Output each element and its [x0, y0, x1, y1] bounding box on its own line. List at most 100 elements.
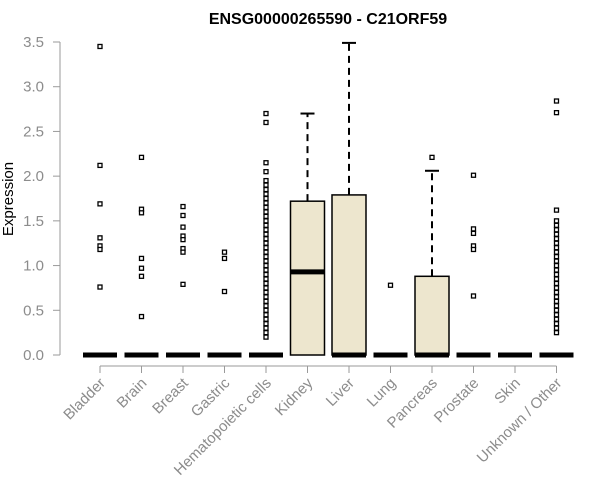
- outlier-point: [553, 294, 560, 300]
- outlier-point: [263, 276, 269, 282]
- outlier-point: [553, 267, 560, 273]
- outlier-point: [263, 249, 269, 255]
- box-group: [124, 154, 159, 358]
- outlier-point: [97, 201, 103, 207]
- y-tick-label: 1.0: [23, 258, 44, 275]
- outlier-point: [553, 325, 560, 331]
- outlier-point: [553, 245, 560, 251]
- box-group: [456, 172, 491, 358]
- outlier-point: [97, 235, 103, 241]
- outlier-point: [263, 186, 269, 193]
- outlier-point: [263, 204, 269, 211]
- outlier-point: [553, 98, 560, 104]
- outlier-point: [263, 200, 269, 206]
- x-tick-label: Liver: [323, 375, 358, 410]
- box: [289, 200, 326, 356]
- outlier-point: [553, 207, 560, 213]
- box-group: [414, 154, 450, 358]
- outlier-point: [263, 280, 269, 287]
- outlier-point: [263, 325, 269, 331]
- outlier-point: [553, 289, 560, 296]
- outlier-point: [138, 255, 145, 262]
- x-tick-label: Bladder: [60, 375, 109, 424]
- outlier-point: [263, 321, 269, 327]
- outlier-point: [263, 303, 269, 309]
- x-tick-label: Lung: [364, 375, 400, 411]
- outlier-point: [553, 227, 560, 233]
- y-tick-label: 0.5: [23, 302, 44, 319]
- outlier-point: [553, 312, 560, 318]
- outlier-point: [97, 162, 103, 169]
- outlier-point: [138, 273, 145, 279]
- outlier-point: [263, 191, 269, 197]
- y-tick-label: 1.5: [23, 213, 44, 230]
- outlier-point: [221, 255, 228, 262]
- outlier-point: [470, 230, 477, 237]
- box-group: [373, 282, 408, 358]
- outlier-point: [553, 276, 560, 282]
- box-series: [83, 41, 574, 358]
- y-axis-label: Expression: [0, 162, 17, 236]
- box: [331, 194, 367, 356]
- y-tick-label: 0.0: [23, 347, 44, 364]
- outlier-point: [263, 169, 269, 175]
- outlier-point: [180, 203, 186, 210]
- outlier-point: [553, 249, 560, 255]
- outlier-point: [263, 271, 269, 278]
- x-tick-label: Brain: [114, 375, 151, 412]
- outlier-point: [263, 253, 269, 260]
- outlier-point: [180, 281, 186, 288]
- outlier-point: [263, 289, 269, 296]
- outlier-point: [138, 154, 145, 161]
- box-group: [331, 41, 367, 358]
- outlier-point: [263, 110, 269, 117]
- outlier-point: [263, 227, 269, 233]
- outlier-point: [180, 236, 186, 243]
- outlier-point: [553, 262, 560, 269]
- outlier-point: [553, 285, 560, 291]
- outlier-point: [470, 246, 477, 253]
- outlier-point: [553, 231, 560, 237]
- outlier-point: [553, 316, 560, 322]
- x-tick-label: Prostate: [431, 375, 483, 427]
- outlier-point: [138, 210, 145, 216]
- outlier-point: [97, 43, 103, 50]
- box-group: [166, 203, 200, 358]
- box: [414, 275, 450, 356]
- outlier-point: [263, 262, 269, 269]
- outlier-point: [263, 245, 269, 251]
- outlier-point: [263, 119, 269, 126]
- outlier-point: [263, 231, 269, 237]
- outlier-point: [263, 177, 269, 184]
- outlier-point: [470, 293, 477, 299]
- outlier-point: [263, 334, 269, 340]
- outlier-point: [263, 298, 269, 304]
- outlier-point: [180, 224, 186, 230]
- y-axis: 0.0 0.5 1.0 1.5 2.0 2.5 3.0 3.5: [23, 34, 61, 364]
- x-tick-label: Breast: [149, 374, 192, 417]
- outlier-point: [263, 209, 269, 215]
- outlier-point: [263, 316, 269, 322]
- outlier-point: [553, 258, 560, 264]
- outlier-point: [553, 329, 560, 336]
- outlier-point: [263, 329, 269, 336]
- outlier-point: [263, 312, 269, 318]
- outlier-point: [221, 288, 228, 295]
- outlier-point: [553, 218, 560, 224]
- outlier-point: [553, 280, 560, 287]
- y-tick-label: 2.0: [23, 168, 44, 185]
- box-group: [539, 98, 574, 358]
- outlier-point: [221, 249, 228, 255]
- box-group: [249, 110, 283, 358]
- y-tick-label: 2.5: [23, 123, 44, 140]
- outlier-point: [263, 258, 269, 264]
- outlier-point: [263, 240, 269, 246]
- box-group: [207, 249, 242, 358]
- outlier-point: [553, 303, 560, 309]
- outlier-point: [263, 213, 269, 220]
- outlier-point: [553, 222, 560, 228]
- outlier-point: [553, 307, 560, 313]
- outlier-point: [553, 240, 560, 246]
